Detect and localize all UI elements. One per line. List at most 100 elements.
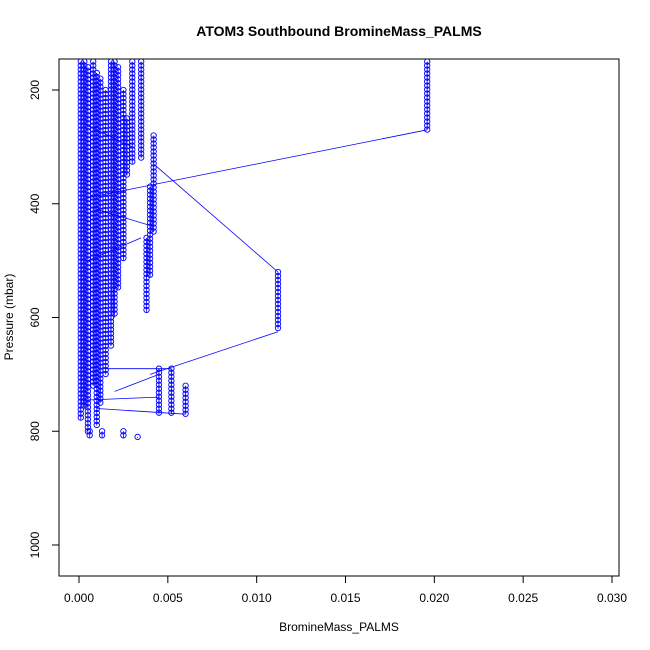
data-point [138,98,145,105]
data-point [143,282,150,290]
data-point [146,219,154,226]
data-point [150,208,157,215]
data-point [107,198,115,205]
data-point [77,394,84,401]
data-point [107,258,115,265]
data-point [424,122,431,129]
data-point [138,130,145,137]
data-point [77,322,84,329]
data-point [107,150,115,157]
data-point [138,122,145,129]
data-point [138,94,145,101]
data-point [146,247,154,254]
data-point [77,258,84,265]
data-point [143,250,150,258]
data-point [111,310,118,317]
series-line [96,408,186,415]
data-point [107,134,115,141]
data-point [129,98,136,105]
data-point [138,118,145,125]
data-point [155,401,163,408]
data-point [114,272,122,279]
data-point [143,278,150,286]
y-tick-label: 200 [28,80,42,100]
data-point [77,178,84,185]
data-point [77,78,84,85]
x-tick-label: 0.000 [64,591,94,605]
data-point [90,298,97,305]
y-tick-label: 1000 [28,531,42,558]
data-point [120,432,127,439]
data-point [120,110,127,118]
data-point [107,158,115,165]
data-point [90,294,97,301]
data-point [120,254,127,262]
data-point [90,238,97,245]
data-point [90,174,97,181]
data-point [129,90,136,97]
data-point [107,146,115,153]
data-point [90,130,97,137]
data-point [168,377,175,384]
data-point [77,350,84,357]
data-point [143,274,150,282]
data-point [107,154,115,161]
data-point [155,377,163,384]
data-point [90,218,97,225]
data-point [107,338,115,345]
data-point [111,62,118,69]
data-point [120,214,127,222]
data-point [77,234,84,241]
data-point [84,388,92,395]
data-point [129,59,136,65]
data-point [90,358,97,365]
data-point [93,421,100,429]
data-point [107,286,115,293]
data-point [102,358,109,366]
data-point [274,292,282,300]
data-point [84,416,92,423]
data-point [77,294,84,301]
data-point [129,94,136,101]
data-point [155,389,163,396]
data-point [107,278,115,285]
data-point [77,262,84,269]
data-point [107,274,115,281]
data-point [97,395,104,402]
data-point [143,254,150,262]
data-point [123,163,131,170]
data-point [90,146,97,153]
data-point [90,270,97,277]
data-point [155,369,163,376]
data-point [93,73,100,81]
data-point [146,251,154,258]
data-point [129,86,136,93]
data-point [77,358,84,365]
data-point [155,365,163,372]
data-point [138,86,145,93]
data-point [102,350,109,358]
data-point [107,98,115,105]
data-point [90,98,97,105]
data-point [107,59,115,65]
data-point [274,272,282,280]
data-point [114,64,122,71]
x-tick-label: 0.010 [242,591,272,605]
data-point [168,393,175,400]
data-point [424,74,431,81]
x-tick-label: 0.005 [153,591,183,605]
data-point [168,401,175,408]
data-point [90,282,97,289]
data-point [129,70,136,77]
series-line [114,374,160,392]
data-point [120,226,127,234]
data-point [155,393,163,400]
data-point [107,330,115,337]
data-point [97,375,104,382]
data-point [90,330,97,337]
data-point [107,238,115,245]
data-point [129,150,136,157]
data-point [143,242,150,250]
data-point [129,142,136,149]
data-point [120,210,127,218]
